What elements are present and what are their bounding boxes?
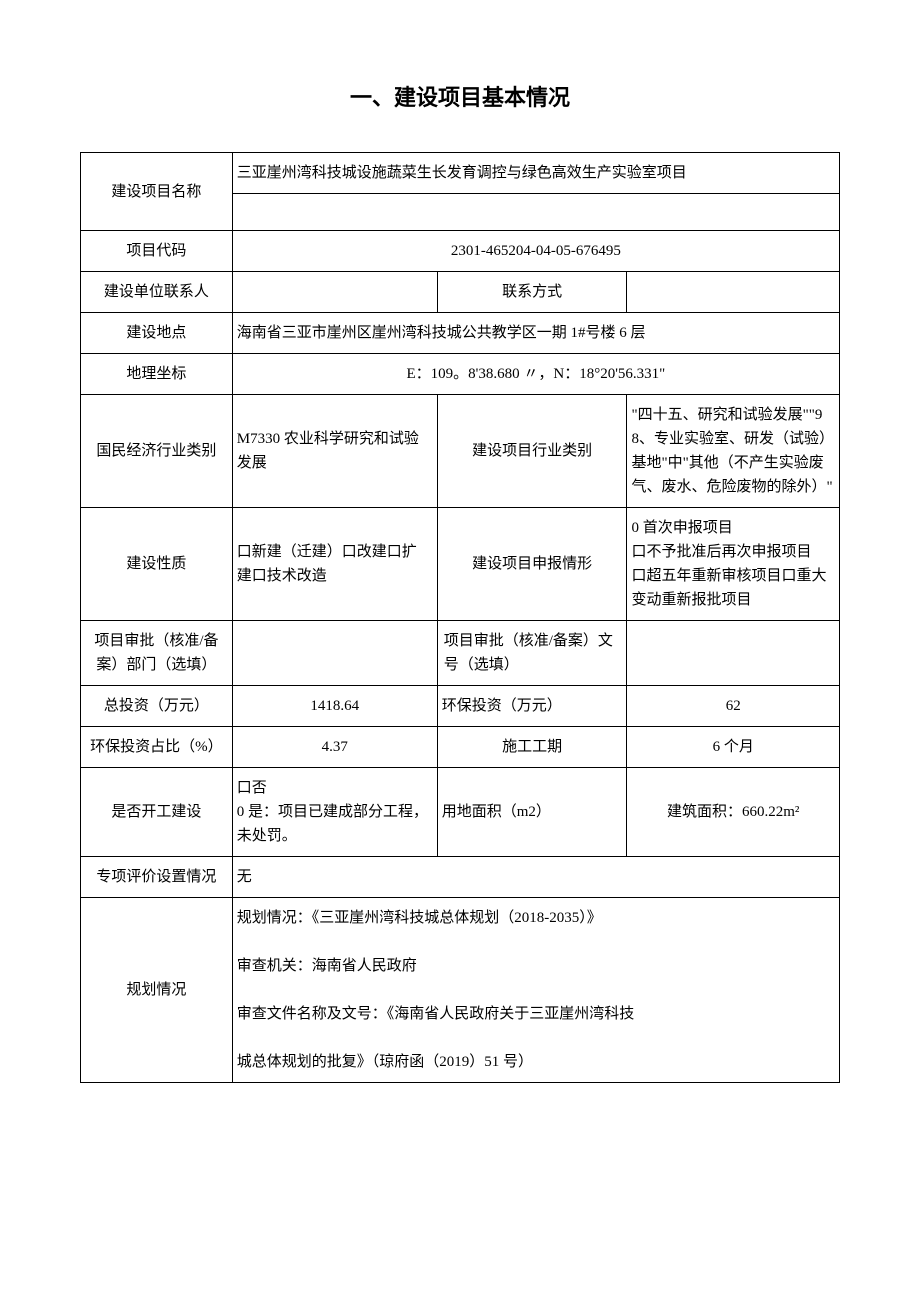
special-eval-value: 无 xyxy=(232,857,839,898)
started-label: 是否开工建设 xyxy=(81,768,233,857)
approval-no-value xyxy=(627,621,840,686)
location-value: 海南省三亚市崖州区崖州湾科技城公共教学区一期 1#号楼 6 层 xyxy=(232,313,839,354)
table-row: 环保投资占比（%） 4.37 施工工期 6 个月 xyxy=(81,727,840,768)
nature-label: 建设性质 xyxy=(81,508,233,621)
env-invest-value: 62 xyxy=(627,686,840,727)
declare-value: 0 首次申报项目 口不予批准后再次申报项目 口超五年重新审核项目口重大变动重新报… xyxy=(627,508,840,621)
project-code-label: 项目代码 xyxy=(81,231,233,272)
duration-label: 施工工期 xyxy=(437,727,627,768)
approval-dept-value xyxy=(232,621,437,686)
project-industry-value: "四十五、研究和试验发展""98、专业实验室、研发（试验）基地"中"其他（不产生… xyxy=(627,395,840,508)
contact-method-label: 联系方式 xyxy=(437,272,627,313)
env-ratio-label: 环保投资占比（%） xyxy=(81,727,233,768)
declare-label: 建设项目申报情形 xyxy=(437,508,627,621)
total-invest-label: 总投资（万元） xyxy=(81,686,233,727)
contact-person-value xyxy=(232,272,437,313)
duration-value: 6 个月 xyxy=(627,727,840,768)
project-industry-label: 建设项目行业类别 xyxy=(437,395,627,508)
project-name-value: 三亚崖州湾科技城设施蔬菜生长发育调控与绿色高效生产实验室项目 xyxy=(232,153,839,194)
land-area-label: 用地面积（m2） xyxy=(437,768,627,857)
total-invest-value: 1418.64 xyxy=(232,686,437,727)
planning-label: 规划情况 xyxy=(81,898,233,1083)
industry-class-value: M7330 农业科学研究和试验发展 xyxy=(232,395,437,508)
env-invest-label: 环保投资（万元） xyxy=(437,686,627,727)
table-row: 建设性质 口新建（迁建）口改建口扩建口技术改造 建设项目申报情形 0 首次申报项… xyxy=(81,508,840,621)
contact-person-label: 建设单位联系人 xyxy=(81,272,233,313)
table-row: 规划情况 规划情况：《三亚崖州湾科技城总体规划（2018-2035）》 审查机关… xyxy=(81,898,840,1083)
table-row: 建设地点 海南省三亚市崖州区崖州湾科技城公共教学区一期 1#号楼 6 层 xyxy=(81,313,840,354)
nature-value: 口新建（迁建）口改建口扩建口技术改造 xyxy=(232,508,437,621)
table-row: 地理坐标 E：109。8'38.680 〃，N：18°20'56.331" xyxy=(81,354,840,395)
table-row: 项目代码 2301-465204-04-05-676495 xyxy=(81,231,840,272)
section-title: 一、建设项目基本情况 xyxy=(80,80,840,112)
table-row: 总投资（万元） 1418.64 环保投资（万元） 62 xyxy=(81,686,840,727)
table-row: 国民经济行业类别 M7330 农业科学研究和试验发展 建设项目行业类别 "四十五… xyxy=(81,395,840,508)
contact-method-value xyxy=(627,272,840,313)
project-info-table: 建设项目名称 三亚崖州湾科技城设施蔬菜生长发育调控与绿色高效生产实验室项目 项目… xyxy=(80,152,840,1083)
table-row: 建设项目名称 三亚崖州湾科技城设施蔬菜生长发育调控与绿色高效生产实验室项目 xyxy=(81,153,840,194)
coords-value: E：109。8'38.680 〃，N：18°20'56.331" xyxy=(232,354,839,395)
coords-label: 地理坐标 xyxy=(81,354,233,395)
empty-cell xyxy=(232,194,839,231)
project-name-label: 建设项目名称 xyxy=(81,153,233,231)
approval-dept-label: 项目审批（核准/备案）部门（选填） xyxy=(81,621,233,686)
table-row: 是否开工建设 口否 0 是：项目已建成部分工程，未处罚。 用地面积（m2） 建筑… xyxy=(81,768,840,857)
location-label: 建设地点 xyxy=(81,313,233,354)
table-row: 专项评价设置情况 无 xyxy=(81,857,840,898)
table-row: 建设单位联系人 联系方式 xyxy=(81,272,840,313)
special-eval-label: 专项评价设置情况 xyxy=(81,857,233,898)
industry-class-label: 国民经济行业类别 xyxy=(81,395,233,508)
approval-no-label: 项目审批（核准/备案）文号（选填） xyxy=(437,621,627,686)
env-ratio-value: 4.37 xyxy=(232,727,437,768)
table-row: 项目审批（核准/备案）部门（选填） 项目审批（核准/备案）文号（选填） xyxy=(81,621,840,686)
project-code-value: 2301-465204-04-05-676495 xyxy=(232,231,839,272)
land-area-value: 建筑面积：660.22m² xyxy=(627,768,840,857)
started-value: 口否 0 是：项目已建成部分工程，未处罚。 xyxy=(232,768,437,857)
planning-value: 规划情况：《三亚崖州湾科技城总体规划（2018-2035）》 审查机关：海南省人… xyxy=(232,898,839,1083)
